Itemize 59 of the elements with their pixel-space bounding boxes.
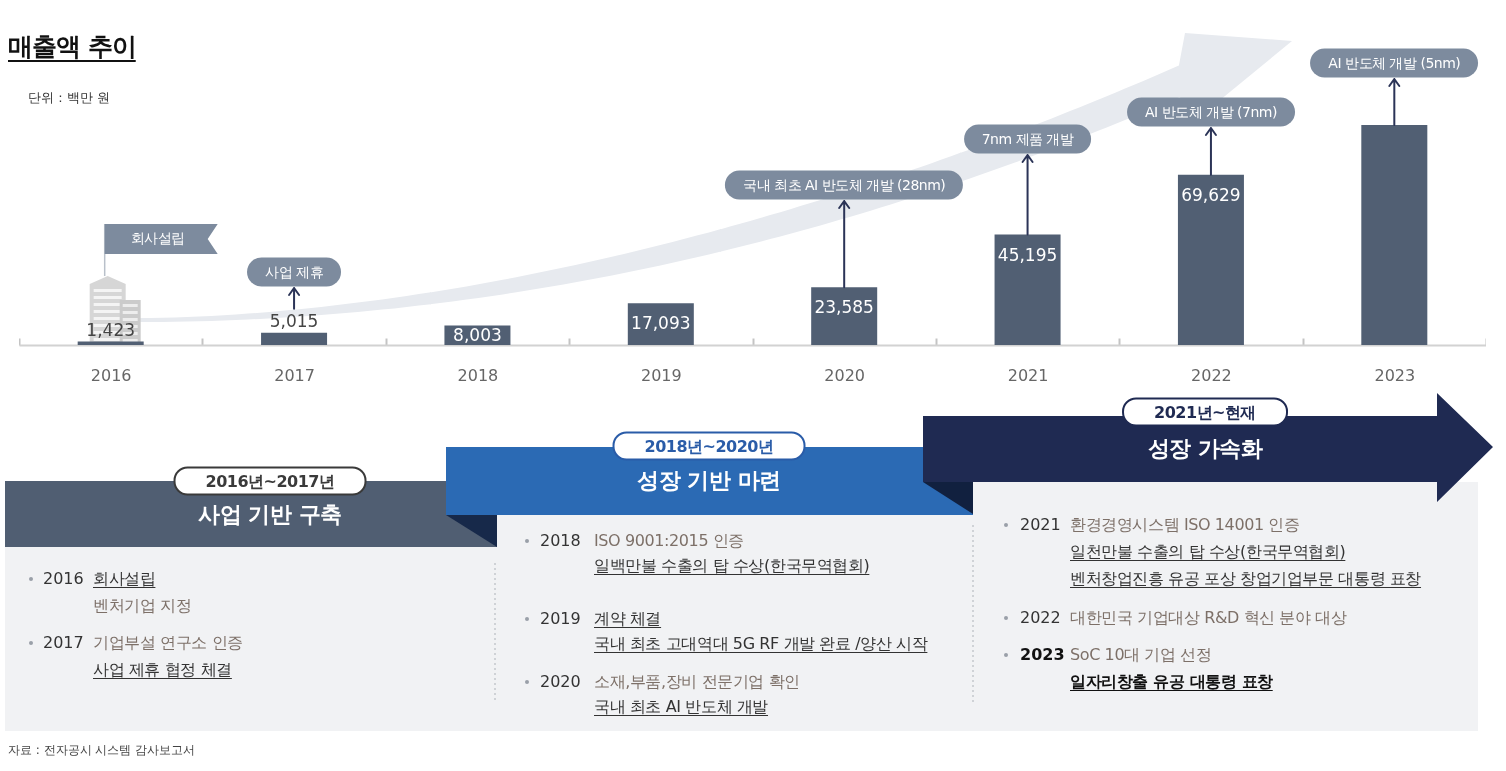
chart-title: 매출액 추이	[8, 31, 136, 63]
bar	[1177, 174, 1244, 345]
text: 계약 체결	[594, 608, 662, 630]
text: 사업 기반 구축	[198, 501, 342, 529]
text: 성장 기반 마련	[637, 467, 781, 495]
text: 자료 : 전자공시 시스템 감사보고서	[8, 742, 196, 759]
data-label: 69,629	[1181, 184, 1241, 205]
annotation: AI 반도체 개발 (7nm)	[1126, 97, 1295, 127]
text: 2018	[540, 530, 581, 552]
text: 2021	[1020, 514, 1061, 536]
text: 일천만불 수출의 탑 수상(한국무역협회)	[1070, 541, 1346, 563]
text: 기업부설 연구소 인증	[93, 632, 243, 654]
annotation: 국내 최초 AI 반도체 개발 (28nm)	[725, 170, 964, 200]
text: 소재,부품,장비 전문기업 확인	[594, 671, 800, 693]
text: SoC 10대 기업 선정	[1070, 644, 1212, 666]
text: 회사설립	[93, 568, 156, 590]
bar	[994, 234, 1061, 345]
chart-subtitle: 단위 : 백만 원	[28, 89, 110, 107]
bar	[811, 287, 878, 345]
text: 2021년~현재	[1122, 397, 1288, 427]
text: 벤처창업진흥 유공 포상 창업기업부문 대통령 표창	[1070, 568, 1422, 590]
data-label: 1,423	[86, 319, 136, 340]
x-tick-label: 2022	[1191, 365, 1232, 385]
text: 국내 최초 고대역대 5G RF 개발 완료 /양산 시작	[594, 633, 928, 655]
annotation: AI 반도체 개발 (5nm)	[1310, 48, 1479, 78]
x-tick-label: 2017	[274, 365, 315, 385]
x-tick-label: 2020	[824, 365, 866, 385]
text: 2018년~2020년	[612, 431, 806, 461]
text: 2023	[1020, 644, 1065, 666]
data-label: 17,093	[631, 313, 691, 334]
text: 환경경영시스템 ISO 14001 인증	[1070, 514, 1300, 536]
text: 2020	[540, 671, 581, 693]
x-tick-label: 2019	[640, 365, 682, 385]
text: 벤처기업 지정	[93, 595, 192, 617]
bar	[261, 332, 328, 345]
text: 2017	[43, 632, 84, 654]
bar	[1361, 125, 1428, 345]
annotation: 7nm 제품 개발	[963, 124, 1092, 154]
text: 사업 제휴 협정 체결	[93, 659, 232, 681]
data-label: 45,195	[997, 244, 1058, 265]
x-tick-label: 2018	[457, 365, 499, 385]
text: 일백만불 수출의 탑 수상(한국무역협회)	[594, 555, 870, 577]
text: 2022	[1020, 607, 1061, 629]
text: 성장 가속화	[1147, 435, 1263, 463]
data-label: 8,003	[453, 325, 502, 346]
data-label: 23,585	[814, 297, 874, 318]
text: 국내 최초 AI 반도체 개발	[594, 696, 769, 718]
x-tick-label: 2023	[1374, 365, 1416, 385]
text: ISO 9001:2015 인증	[594, 530, 745, 552]
text: 대한민국 기업대상 R&D 혁신 분야 대상	[1070, 607, 1347, 629]
x-tick-label: 2021	[1007, 365, 1049, 385]
annotation: 회사설립	[130, 230, 185, 248]
annotation: 사업 제휴	[247, 257, 342, 287]
data-label: 5,015	[269, 310, 319, 331]
text: 2016년~2017년	[173, 466, 367, 496]
text: 2016	[43, 568, 84, 590]
text: 2019	[540, 608, 581, 630]
x-tick-label: 2016	[90, 365, 132, 385]
text: 일자리창출 유공 대통령 표창	[1070, 671, 1273, 693]
